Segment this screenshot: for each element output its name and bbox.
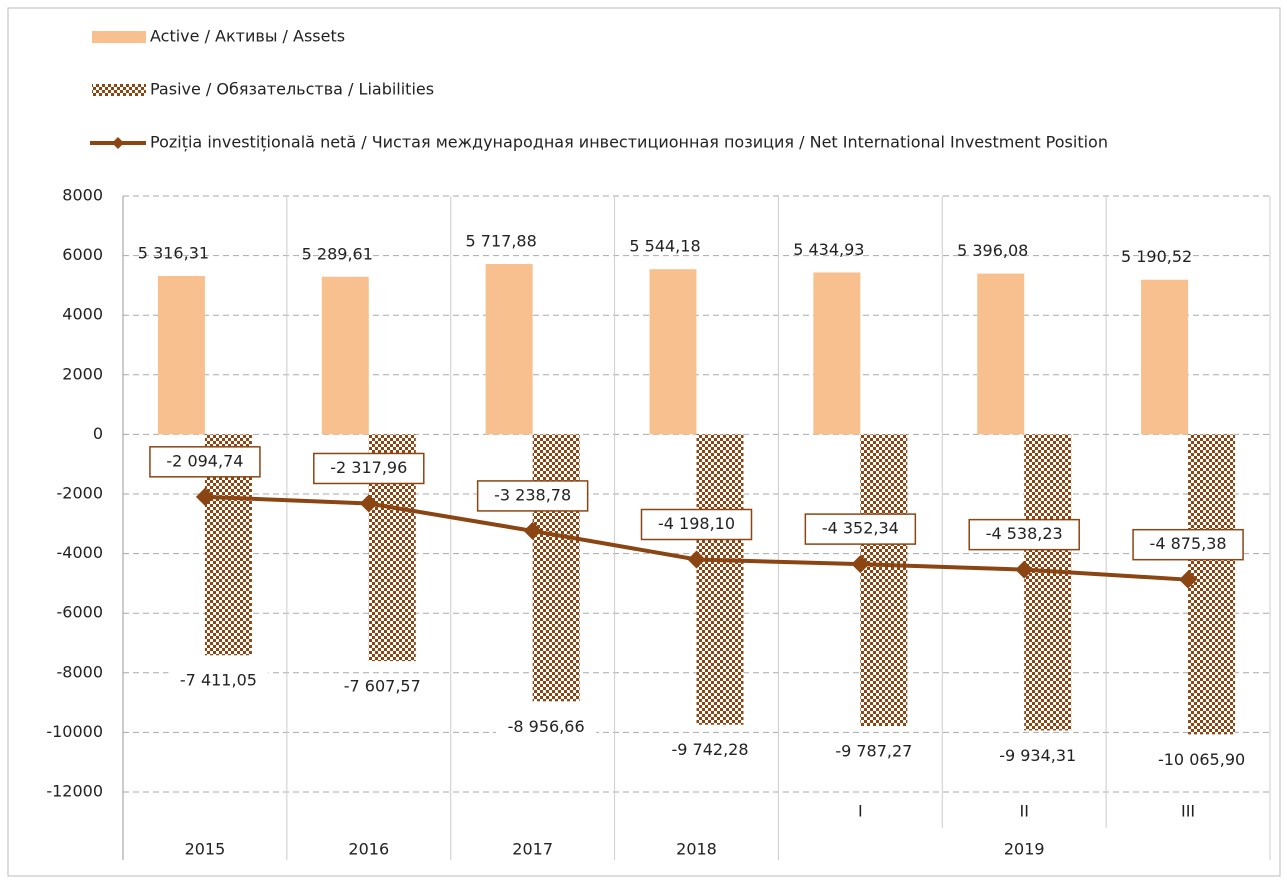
x-group-label: 2015 <box>185 840 226 859</box>
x-group-label: 2017 <box>512 840 553 859</box>
bar <box>532 434 580 702</box>
data-label: -4 198,10 <box>658 514 735 533</box>
marker <box>851 555 870 574</box>
x-tick-label: II <box>1019 802 1028 821</box>
y-tick-label: 6000 <box>62 245 103 264</box>
label-bg <box>332 676 433 699</box>
data-label: -2 317,96 <box>330 458 407 477</box>
marker <box>359 494 378 513</box>
marker <box>195 487 214 506</box>
bar <box>977 273 1025 435</box>
x-tick-label: III <box>1181 802 1195 821</box>
data-label: 5 289,61 <box>302 244 373 263</box>
data-label: 5 717,88 <box>466 232 537 251</box>
label-bg <box>660 739 760 762</box>
y-tick-label: -10000 <box>46 722 103 741</box>
marker <box>1015 560 1034 579</box>
data-label: -10 065,90 <box>1158 750 1245 769</box>
data-label: 5 190,52 <box>1121 247 1192 266</box>
marker <box>1179 570 1198 589</box>
data-label: -7 607,57 <box>344 677 421 696</box>
legend-swatch <box>92 84 146 96</box>
label-box <box>1132 528 1244 561</box>
legend-marker <box>112 137 124 149</box>
legend-swatch <box>92 31 146 43</box>
data-label: -8 956,66 <box>508 717 585 736</box>
bar <box>860 434 908 727</box>
y-tick-label: 8000 <box>62 186 103 205</box>
y-tick-label: 0 <box>93 424 103 443</box>
bar <box>1141 279 1189 435</box>
label-bg <box>496 716 597 739</box>
bar <box>1024 434 1072 731</box>
data-label: -4 538,23 <box>986 524 1063 543</box>
label-box <box>476 480 589 512</box>
label-box <box>968 518 1080 551</box>
bar <box>696 434 744 725</box>
label-box <box>149 446 261 478</box>
data-label: 5 396,08 <box>957 241 1028 260</box>
bar <box>1188 434 1236 735</box>
chart-frame <box>7 7 1281 877</box>
label-bg <box>1151 749 1252 772</box>
bar <box>157 275 205 435</box>
y-tick-label: -4000 <box>57 543 104 562</box>
data-label: -7 411,05 <box>180 671 257 690</box>
bar <box>321 276 369 435</box>
y-tick-label: -8000 <box>57 662 104 681</box>
label-bg <box>168 670 269 693</box>
data-label: -9 742,28 <box>671 740 748 759</box>
legend-label: Active / Активы / Assets <box>150 27 345 46</box>
data-label: -4 875,38 <box>1150 534 1227 553</box>
data-label: -3 238,78 <box>494 485 571 504</box>
x-group-label: 2016 <box>348 840 389 859</box>
label-box <box>313 452 425 485</box>
label-box <box>640 508 753 541</box>
label-box <box>804 513 917 545</box>
bar <box>485 264 533 435</box>
marker <box>523 521 542 540</box>
data-label: 5 316,31 <box>138 243 209 262</box>
y-tick-label: -2000 <box>57 484 104 503</box>
legend-label: Poziția investițională netă / Чистая меж… <box>150 133 1108 152</box>
x-group-label: 2019 <box>1004 840 1045 859</box>
x-group-label: 2018 <box>676 840 717 859</box>
y-tick-label: 4000 <box>62 305 103 324</box>
data-label: -9 934,31 <box>999 746 1076 765</box>
y-tick-label: -12000 <box>46 782 103 801</box>
legend-label: Pasive / Обязательства / Liabilities <box>150 80 434 99</box>
y-tick-label: -6000 <box>57 603 104 622</box>
label-bg <box>987 745 1088 768</box>
label-bg <box>823 741 924 764</box>
bar <box>813 272 861 435</box>
data-label: 5 544,18 <box>629 237 700 256</box>
data-label: 5 434,93 <box>793 240 864 259</box>
marker <box>687 550 706 569</box>
bar <box>649 269 697 435</box>
y-tick-label: 2000 <box>62 364 103 383</box>
x-tick-label: I <box>858 802 863 821</box>
data-label: -9 787,27 <box>835 742 912 761</box>
data-label: -2 094,74 <box>166 451 243 470</box>
data-label: -4 352,34 <box>822 519 899 538</box>
